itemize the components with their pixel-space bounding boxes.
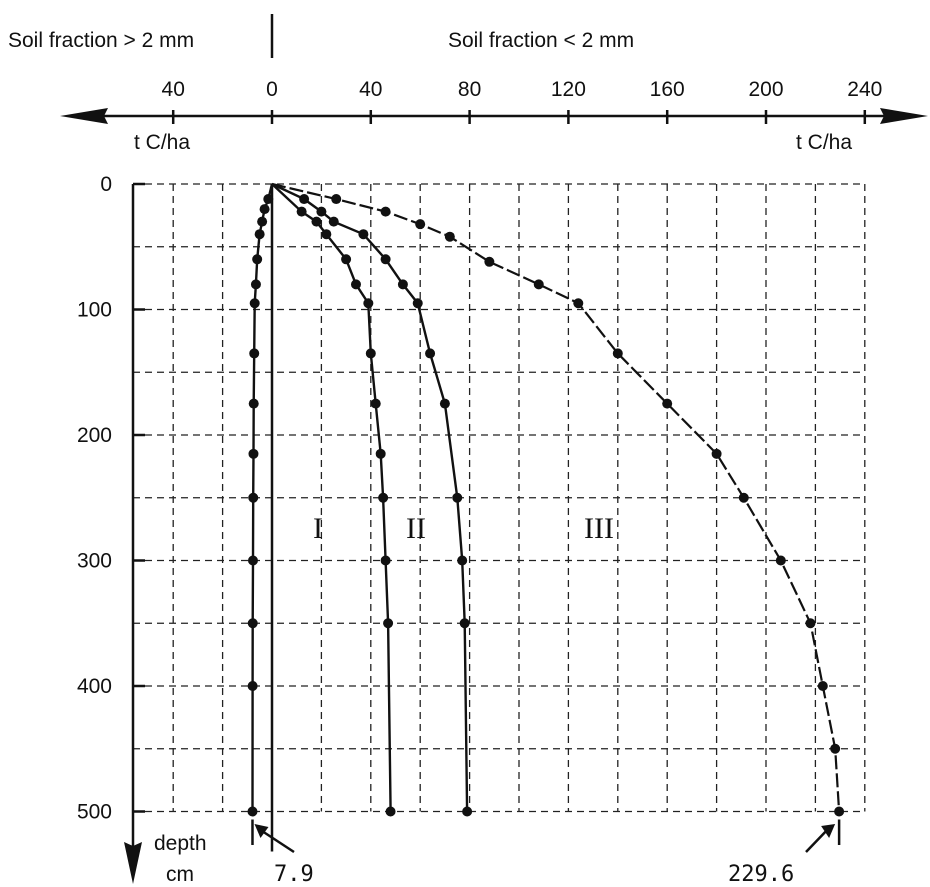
y-tick-label: 300	[77, 550, 112, 573]
unit-left: t C/ha	[134, 131, 190, 154]
series-line-coarse-fraction	[251, 183, 274, 812]
data-point	[321, 229, 332, 240]
data-point	[316, 206, 327, 217]
annotation-left-value: 7.9	[274, 862, 314, 887]
data-point	[248, 448, 259, 459]
x-tick-label: 200	[748, 78, 783, 101]
x-tick-label: 240	[847, 78, 882, 101]
data-point	[457, 555, 468, 566]
data-point	[370, 398, 381, 409]
data-point	[444, 231, 455, 242]
x-tick-label: 160	[650, 78, 685, 101]
data-point	[358, 229, 369, 240]
data-point	[533, 279, 544, 290]
curve-label-I: I	[313, 512, 323, 545]
annotation-right-value: 229.6	[728, 862, 794, 887]
data-point	[249, 348, 260, 359]
data-point	[247, 806, 258, 817]
data-point	[830, 743, 841, 754]
annotation-arrow-right	[805, 829, 829, 853]
y-axis-label-depth: depth	[154, 832, 207, 855]
x-tick-label: 40	[359, 78, 382, 101]
data-point	[573, 298, 584, 309]
unit-right: t C/ha	[796, 131, 852, 154]
text-labels: Soil fraction > 2 mm Soil fraction < 2 m…	[8, 29, 882, 887]
header-right: Soil fraction < 2 mm	[448, 29, 634, 52]
data-point	[296, 206, 307, 217]
data-point	[462, 806, 473, 817]
data-point	[805, 618, 816, 629]
data-point	[484, 256, 495, 267]
data-point	[263, 194, 274, 205]
axes	[60, 14, 928, 884]
data-point	[365, 348, 376, 359]
annotation-arrow-left	[259, 828, 295, 854]
grid	[133, 183, 866, 813]
data-point	[249, 298, 260, 309]
data-point	[257, 216, 268, 227]
y-tick-label: 100	[77, 299, 112, 322]
data-point	[612, 348, 623, 359]
curve-label-II: II	[406, 512, 426, 545]
header-left: Soil fraction > 2 mm	[8, 29, 194, 52]
data-point	[380, 206, 391, 217]
data-point	[328, 216, 339, 227]
data-point	[834, 806, 845, 817]
data-point	[247, 555, 258, 566]
data-point	[375, 448, 386, 459]
data-point	[311, 216, 322, 227]
data-point	[341, 254, 352, 265]
annotation-arrowhead-left	[254, 824, 269, 838]
data-point	[250, 279, 261, 290]
y-tick-label: 500	[77, 801, 112, 824]
data-point	[439, 398, 450, 409]
y-tick-label: 0	[100, 173, 112, 196]
data-point	[775, 555, 786, 566]
data-point	[452, 492, 463, 503]
data-point	[711, 448, 722, 459]
data-point	[380, 555, 391, 566]
y-tick-label: 400	[77, 675, 112, 698]
data-point	[259, 204, 270, 215]
data-point	[247, 618, 258, 629]
data-point	[662, 398, 673, 409]
data-point	[331, 194, 342, 205]
data-point	[425, 348, 436, 359]
data-point	[380, 254, 391, 265]
series-line-III	[271, 182, 841, 812]
x-tick-label: 80	[458, 78, 481, 101]
data-point	[385, 806, 396, 817]
data-point	[738, 492, 749, 503]
x-tick-label: 40	[162, 78, 185, 101]
x-axis-arrow-right	[880, 108, 928, 124]
data-point	[412, 298, 423, 309]
x-tick-label: 120	[551, 78, 586, 101]
y-tick-label: 200	[77, 424, 112, 447]
series	[247, 182, 845, 817]
data-point	[415, 219, 426, 230]
y-axis-arrow	[124, 842, 142, 884]
data-point	[254, 229, 265, 240]
data-point	[299, 194, 310, 205]
data-point	[252, 254, 263, 265]
data-point	[248, 492, 259, 503]
data-point	[247, 681, 258, 691]
data-point	[248, 398, 259, 409]
data-point	[350, 279, 361, 290]
x-axis-arrow-left	[60, 108, 108, 124]
data-point	[378, 492, 389, 503]
x-tick-label: 0	[266, 78, 278, 101]
annotation-arrowhead-right	[821, 824, 836, 838]
data-point	[817, 681, 828, 691]
data-point	[383, 618, 394, 629]
curve-label-III: III	[584, 512, 614, 545]
data-point	[363, 298, 374, 309]
data-point	[397, 279, 408, 290]
data-point	[459, 618, 470, 629]
y-axis-label-unit: cm	[166, 863, 194, 886]
